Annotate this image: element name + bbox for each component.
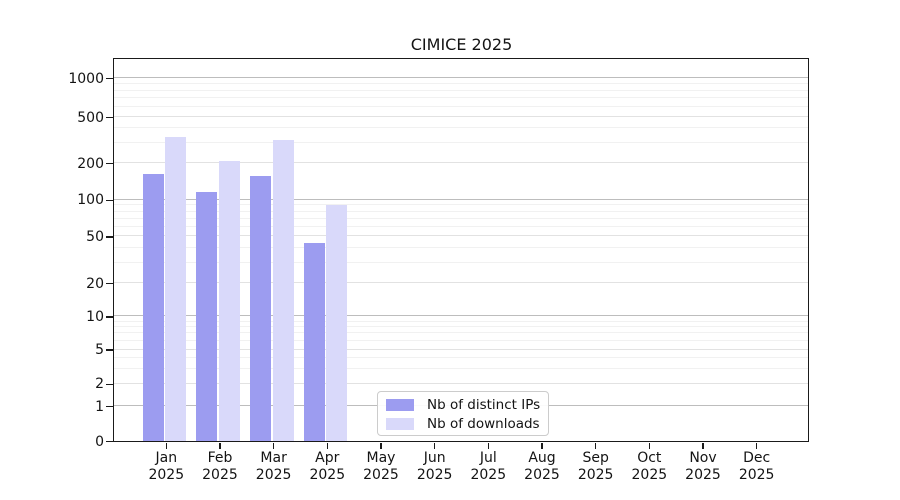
x-tick-label: Apr 2025 — [309, 449, 346, 484]
x-tick-label: Feb 2025 — [202, 449, 238, 484]
y-tick-label: 1000 — [68, 70, 104, 87]
gridline — [114, 83, 808, 85]
gridline — [114, 210, 808, 212]
y-tick-mark — [106, 349, 113, 351]
bar — [272, 139, 294, 441]
gridline — [114, 162, 808, 164]
gridline — [114, 198, 808, 200]
y-tick-label: 0 — [95, 433, 104, 450]
x-tick-mark — [756, 443, 758, 449]
gridline — [114, 77, 808, 79]
y-tick-mark — [106, 383, 113, 385]
y-tick-mark — [106, 116, 113, 119]
gridline — [114, 315, 808, 317]
y-tick-label: 2 — [95, 376, 104, 393]
legend-label: Nb of downloads — [427, 415, 540, 432]
x-tick-mark — [702, 443, 704, 449]
y-tick-label: 5 — [95, 342, 104, 358]
x-tick-mark — [595, 443, 597, 449]
gridline — [114, 326, 808, 328]
y-tick-mark — [106, 236, 113, 238]
y-tick-mark — [106, 283, 113, 285]
gridline — [114, 332, 808, 334]
legend-swatch — [386, 399, 414, 412]
gridline — [114, 320, 808, 322]
legend-label: Nb of distinct IPs — [427, 397, 541, 414]
bar — [165, 137, 187, 441]
y-tick-label: 100 — [77, 192, 104, 209]
gridline — [114, 282, 808, 284]
x-tick-label: Mar 2025 — [255, 449, 292, 484]
gridline — [114, 382, 808, 384]
bar — [196, 192, 218, 441]
x-tick-label: Nov 2025 — [685, 449, 721, 484]
y-tick-mark — [106, 316, 113, 318]
gridline — [114, 367, 808, 369]
gridline — [114, 235, 808, 237]
y-tick-label: 10 — [86, 308, 104, 325]
y-tick-mark — [106, 440, 113, 443]
bar — [250, 176, 272, 441]
y-tick-label: 500 — [77, 109, 104, 126]
y-tick-label: 200 — [77, 155, 104, 172]
gridline — [114, 339, 808, 341]
legend-item: Nb of downloads — [386, 415, 540, 434]
x-tick-label: Dec 2025 — [738, 449, 775, 484]
gridline — [114, 97, 808, 99]
x-tick-label: Jul 2025 — [470, 449, 507, 484]
gridline — [114, 204, 808, 206]
x-tick-mark — [273, 443, 275, 449]
x-tick-mark — [487, 443, 489, 449]
x-tick-label: Jan 2025 — [148, 449, 185, 484]
gridline — [114, 105, 808, 107]
x-tick-label: May 2025 — [363, 449, 399, 484]
plot-area — [113, 58, 809, 442]
y-tick-mark — [106, 78, 113, 80]
y-tick-label: 1 — [95, 398, 104, 415]
x-tick-label: Oct 2025 — [631, 449, 668, 484]
x-tick-mark — [648, 443, 650, 449]
legend-item: Nb of distinct IPs — [386, 396, 540, 415]
x-tick-label: Jun 2025 — [416, 449, 453, 484]
x-tick-label: Sep 2025 — [577, 449, 614, 484]
gridline — [114, 261, 808, 263]
legend-swatch — [386, 417, 414, 430]
gridline — [114, 116, 808, 118]
y-tick-label: 50 — [86, 228, 104, 245]
gridline — [114, 217, 808, 219]
x-tick-label: Aug 2025 — [524, 449, 560, 484]
gridline — [114, 356, 808, 358]
y-tick-mark — [106, 163, 113, 165]
x-tick-mark — [219, 443, 221, 449]
bar — [218, 160, 240, 441]
bar — [303, 243, 325, 441]
bar — [142, 174, 164, 441]
y-tick-label: 20 — [86, 275, 104, 292]
y-tick-mark — [106, 199, 113, 201]
y-tick-mark — [106, 405, 113, 408]
chart-title: CIMICE 2025 — [410, 35, 513, 54]
gridline — [114, 246, 808, 248]
gridline — [114, 127, 808, 129]
x-tick-mark — [541, 443, 543, 449]
x-tick-mark — [326, 443, 328, 449]
gridline — [114, 348, 808, 350]
x-tick-mark — [165, 443, 167, 449]
bar — [326, 204, 348, 441]
gridline — [114, 89, 808, 91]
gridline — [114, 141, 808, 143]
x-tick-mark — [380, 443, 382, 449]
x-tick-mark — [434, 443, 436, 449]
legend: Nb of distinct IPs Nb of downloads — [377, 391, 549, 436]
gridline — [114, 225, 808, 227]
